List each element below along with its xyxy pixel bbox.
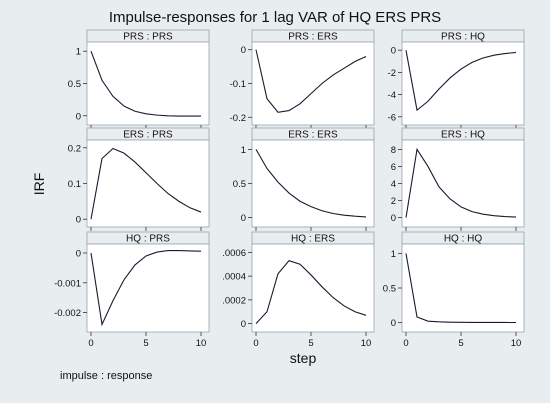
x-tick-label: 10	[511, 338, 522, 349]
y-tick-label: 1	[241, 145, 246, 156]
x-tick-label: 0	[88, 338, 93, 349]
y-tick-label: 4	[391, 179, 396, 190]
panel-title: ERS : ERS	[288, 130, 338, 141]
irf-line	[255, 260, 367, 325]
y-tick-label: -0.1	[230, 79, 246, 90]
y-tick-label: 0	[76, 111, 81, 122]
panel-prs-hq: PRS : HQ 0 -2 -4 -6	[388, 29, 525, 129]
y-tick-label: 8	[391, 145, 396, 156]
x-tick-label: 10	[361, 338, 372, 349]
y-tick-label: 0.1	[68, 179, 81, 190]
y-tick-label: -2	[388, 68, 396, 79]
y-tick-label: 0.5	[233, 179, 246, 190]
y-tick-label: 0	[241, 319, 246, 330]
plot-area	[401, 243, 525, 333]
x-axis-title: step	[290, 350, 317, 366]
irf-line	[405, 253, 517, 324]
y-tick-label: 0	[391, 318, 396, 329]
y-tick-label: 0	[241, 213, 246, 224]
y-tick-label: 0	[391, 213, 396, 224]
x-tick-label: 5	[143, 338, 148, 349]
irf-line	[90, 147, 202, 220]
y-tick-label: 0	[76, 248, 81, 259]
y-axis-title: IRF	[31, 173, 47, 196]
panel-prs-ers: PRS : ERS 0 -0.1 -0.2	[230, 29, 375, 129]
y-tick-label: 0.5	[383, 284, 396, 295]
y-tick-label: .0002	[222, 295, 246, 306]
y-tick-label: 0	[391, 46, 396, 57]
y-tick-label: -4	[388, 90, 396, 101]
panel-prs-prs: PRS : PRS 0 0.5 1	[68, 29, 210, 129]
x-tick-label: 5	[458, 338, 463, 349]
legend-note: impulse : response	[60, 370, 152, 382]
y-tick-label: .0004	[222, 272, 246, 283]
panel-title: HQ : HQ	[444, 234, 483, 245]
irf-line	[90, 51, 202, 117]
y-tick-label: 0	[241, 45, 246, 56]
irf-line	[255, 149, 367, 218]
y-tick-label: 1	[391, 249, 396, 260]
y-tick-label: -0.002	[54, 308, 81, 319]
panel-title: PRS : ERS	[288, 32, 338, 43]
y-tick-label: 0.2	[68, 143, 81, 154]
panel-ers-prs: ERS : PRS 0 0.1 0.2	[68, 127, 210, 231]
y-tick-label: 1	[76, 47, 81, 58]
y-tick-label: 0	[76, 215, 81, 226]
plot-area	[251, 243, 375, 333]
plot-area	[86, 243, 210, 333]
y-tick-label: -0.2	[230, 113, 246, 124]
plot-area	[401, 41, 525, 126]
panel-hq-ers: HQ : ERS 0 .0002 .0004 .0006 0 5 10	[222, 231, 375, 349]
panel-hq-prs: HQ : PRS 0 -0.001 -0.002 0 5 10	[54, 231, 210, 349]
irf-line	[405, 147, 517, 218]
panel-ers-hq: ERS : HQ 0 2 4 6 8	[391, 127, 525, 231]
y-tick-label: 0.5	[68, 79, 81, 90]
x-tick-label: 0	[403, 338, 408, 349]
panels: PRS : PRS 0 0.5 1 PRS : ERS 0 -0.1 -0.2 PRS : HQ…	[54, 29, 525, 349]
chart-title: Impulse-responses for 1 lag VAR of HQ ER…	[109, 9, 441, 26]
panel-title: PRS : PRS	[123, 32, 173, 43]
x-tick-label: 0	[253, 338, 258, 349]
panel-title: HQ : ERS	[291, 234, 335, 245]
y-tick-label: 6	[391, 162, 396, 173]
x-tick-label: 10	[196, 338, 207, 349]
plot-area	[86, 139, 210, 228]
panel-title: ERS : HQ	[441, 130, 485, 141]
panel-title: PRS : HQ	[441, 32, 485, 43]
plot-area	[86, 41, 210, 126]
plot-area	[251, 41, 375, 126]
y-tick-label: 2	[391, 196, 396, 207]
y-tick-label: -6	[388, 112, 396, 123]
irf-line	[255, 49, 367, 113]
plot-area	[251, 139, 375, 228]
panel-title: ERS : PRS	[123, 130, 173, 141]
x-tick-label: 5	[308, 338, 313, 349]
plot-area	[401, 139, 525, 228]
irf-line	[90, 250, 202, 327]
y-tick-label: -0.001	[54, 278, 81, 289]
panel-ers-ers: ERS : ERS 0 0.5 1	[233, 127, 375, 231]
y-tick-label: .0006	[222, 248, 246, 259]
panel-title: HQ : PRS	[126, 234, 170, 245]
irf-line	[405, 50, 517, 112]
